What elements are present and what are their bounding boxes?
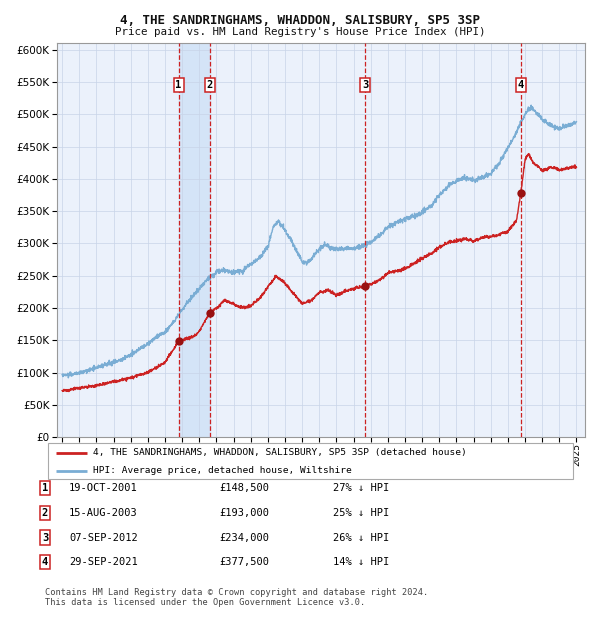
Text: 4: 4 — [518, 80, 524, 90]
Text: £234,000: £234,000 — [219, 533, 269, 542]
Text: 1: 1 — [42, 483, 48, 493]
Text: £193,000: £193,000 — [219, 508, 269, 518]
Text: 19-OCT-2001: 19-OCT-2001 — [69, 483, 138, 493]
Text: 29-SEP-2021: 29-SEP-2021 — [69, 557, 138, 567]
Text: £377,500: £377,500 — [219, 557, 269, 567]
Bar — [179, 43, 210, 437]
Text: 3: 3 — [362, 80, 368, 90]
Text: 27% ↓ HPI: 27% ↓ HPI — [333, 483, 389, 493]
Text: 26% ↓ HPI: 26% ↓ HPI — [333, 533, 389, 542]
Text: £148,500: £148,500 — [219, 483, 269, 493]
Text: Price paid vs. HM Land Registry's House Price Index (HPI): Price paid vs. HM Land Registry's House … — [115, 27, 485, 37]
Text: 2: 2 — [207, 80, 213, 90]
Text: 3: 3 — [42, 533, 48, 542]
Text: 14% ↓ HPI: 14% ↓ HPI — [333, 557, 389, 567]
Text: HPI: Average price, detached house, Wiltshire: HPI: Average price, detached house, Wilt… — [92, 466, 352, 475]
Text: Contains HM Land Registry data © Crown copyright and database right 2024.
This d: Contains HM Land Registry data © Crown c… — [45, 588, 428, 607]
Text: 25% ↓ HPI: 25% ↓ HPI — [333, 508, 389, 518]
Text: 4, THE SANDRINGHAMS, WHADDON, SALISBURY, SP5 3SP (detached house): 4, THE SANDRINGHAMS, WHADDON, SALISBURY,… — [92, 448, 466, 457]
Text: 07-SEP-2012: 07-SEP-2012 — [69, 533, 138, 542]
Text: 4: 4 — [42, 557, 48, 567]
Text: 15-AUG-2003: 15-AUG-2003 — [69, 508, 138, 518]
FancyBboxPatch shape — [48, 443, 573, 479]
Text: 4, THE SANDRINGHAMS, WHADDON, SALISBURY, SP5 3SP: 4, THE SANDRINGHAMS, WHADDON, SALISBURY,… — [120, 14, 480, 27]
Text: 1: 1 — [175, 80, 182, 90]
Text: 2: 2 — [42, 508, 48, 518]
